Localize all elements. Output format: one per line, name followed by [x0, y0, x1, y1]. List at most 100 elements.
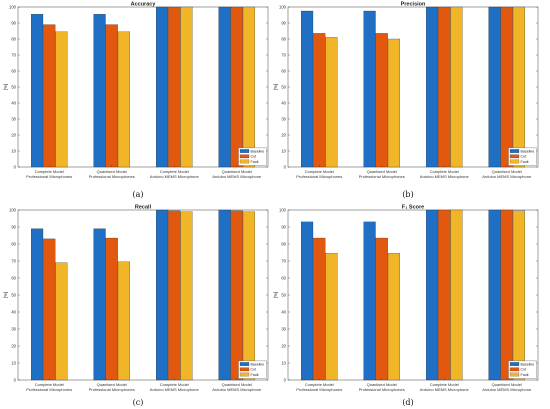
bar [301, 221, 314, 381]
legend-label: Baseline [521, 149, 535, 153]
legend-label: Baseline [251, 362, 265, 366]
bar [55, 31, 68, 168]
bar [43, 238, 56, 381]
bar [93, 228, 106, 381]
chart-title: Precision [401, 2, 426, 8]
bar [117, 31, 130, 168]
y-tick-label: 90 [11, 20, 16, 25]
panel-label: (c) [133, 398, 144, 407]
y-tick-label: 80 [11, 36, 16, 41]
x-tick-label: Arduino MEMS Microphone [150, 174, 200, 179]
bar [375, 33, 388, 168]
y-tick-label: 100 [9, 207, 17, 212]
legend-swatch [239, 154, 250, 159]
bar [168, 210, 181, 381]
y-tick-label: 60 [11, 275, 16, 280]
x-tick-label: Complete Model [430, 382, 459, 387]
y-tick-label: 10 [11, 148, 16, 153]
x-tick-label: Complete Model [160, 382, 189, 387]
bar [313, 33, 326, 168]
chart-title: F₁ Score [402, 205, 424, 211]
y-tick-label: 90 [281, 224, 286, 229]
y-tick-label: 100 [279, 4, 287, 9]
legend-label: Cut [251, 155, 257, 159]
bar [325, 253, 338, 381]
y-tick-label: 60 [11, 68, 16, 73]
legend-label: Fault [251, 373, 259, 377]
y-tick-label: 100 [9, 4, 17, 9]
x-tick-label: Arduino MEMS Microphone [212, 174, 262, 179]
y-tick-label: 0 [14, 377, 17, 382]
x-tick-label: Arduino MEMS Microphone [420, 174, 470, 179]
bar [156, 209, 169, 381]
legend-swatch [509, 372, 520, 377]
panel-label: (d) [402, 398, 413, 407]
bar [313, 237, 326, 381]
y-tick-label: 20 [11, 132, 16, 137]
x-tick-label: Complete Model [35, 382, 64, 387]
x-tick-label: Complete Model [305, 169, 334, 174]
bar [117, 261, 130, 381]
y-tick-label: 70 [11, 52, 16, 57]
x-tick-label: Quantised Model [222, 169, 252, 174]
bar [301, 10, 314, 168]
legend-label: Baseline [521, 362, 535, 366]
bar [500, 6, 513, 168]
y-axis-label: [%] [3, 84, 8, 91]
chart-title: Accuracy [131, 2, 157, 8]
y-tick-label: 20 [281, 343, 286, 348]
x-tick-label: Quantised Model [97, 169, 127, 174]
legend-swatch [509, 367, 520, 372]
x-tick-label: Complete Model [160, 169, 189, 174]
x-tick-label: Arduino MEMS Microphone [482, 387, 532, 392]
bar [168, 6, 181, 168]
y-tick-label: 30 [11, 116, 16, 121]
y-tick-label: 0 [14, 164, 17, 169]
bar [488, 209, 501, 381]
legend-label: Fault [251, 160, 259, 164]
x-tick-label: Professional Microphones [26, 387, 72, 392]
bar [438, 6, 451, 168]
x-tick-label: Professional Microphones [89, 174, 135, 179]
bar [218, 6, 231, 168]
legend-label: Cut [521, 155, 527, 159]
legend-swatch [509, 149, 520, 153]
y-tick-label: 10 [281, 148, 286, 153]
y-tick-label: 50 [11, 292, 16, 297]
y-tick-label: 80 [281, 36, 286, 41]
bar [31, 228, 44, 381]
y-tick-label: 70 [11, 258, 16, 263]
bar [387, 253, 400, 381]
x-tick-label: Quantised Model [222, 382, 252, 387]
bar [242, 211, 255, 381]
legend-swatch [509, 159, 520, 164]
bar [363, 221, 376, 381]
y-axis-label: [%] [273, 84, 278, 91]
y-tick-label: 60 [281, 275, 286, 280]
x-tick-label: Quantised Model [367, 169, 397, 174]
bar [512, 210, 525, 381]
x-tick-label: Quantised Model [367, 382, 397, 387]
bar [325, 37, 338, 168]
chart-panel: Precision 0 10 20 30 40 50 60 70 80 90 100 [%] Comple… [273, 2, 539, 199]
x-tick-label: Arduino MEMS Microphone [482, 174, 532, 179]
bar [450, 209, 463, 381]
bar [242, 6, 255, 168]
y-tick-label: 100 [279, 207, 287, 212]
bar [105, 237, 118, 381]
legend-swatch [509, 362, 520, 366]
bar [387, 38, 400, 168]
y-tick-label: 80 [11, 241, 16, 246]
legend-label: Cut [251, 368, 257, 372]
legend-swatch [509, 154, 520, 159]
bar [105, 24, 118, 168]
x-tick-label: Complete Model [35, 169, 64, 174]
x-tick-label: Complete Model [305, 382, 334, 387]
x-tick-label: Arduino MEMS Microphone [150, 387, 200, 392]
legend-label: Cut [521, 368, 527, 372]
bar [426, 209, 439, 381]
chart-title: Recall [135, 205, 152, 211]
y-tick-label: 90 [281, 20, 286, 25]
bar [363, 10, 376, 168]
